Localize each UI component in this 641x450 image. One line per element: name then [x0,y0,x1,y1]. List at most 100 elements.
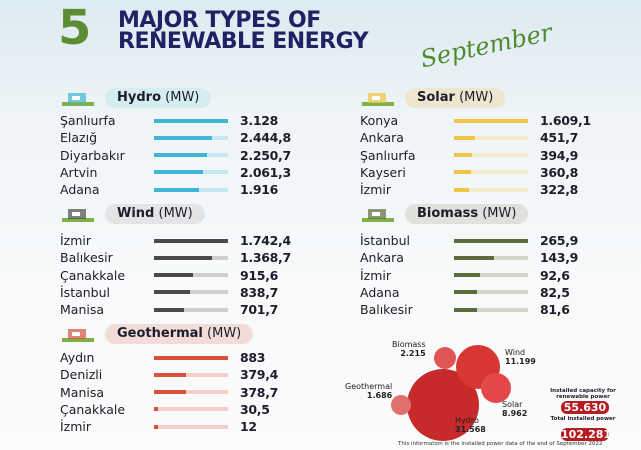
value-label: 143,9 [540,250,579,266]
bar-track [454,290,528,295]
section-unit: (MW) [165,90,200,105]
bar [454,255,495,260]
bar-row: Manisa 701,7 [60,301,278,318]
value-label: 1.609,1 [540,113,591,128]
section-title: Geothermal [117,326,203,341]
bar [454,290,477,295]
category-label: Konya [360,113,399,128]
bubble-geothermal [391,395,411,415]
bubble-value: 2.215 [400,349,426,358]
section-header-solar: Solar (MW) [405,88,506,108]
bar [454,170,471,175]
bar [154,407,158,412]
category-label: Elazığ [60,130,97,146]
bubble-name: Wind [505,348,526,357]
bar-row: Denizli 379,4 [60,366,278,383]
bar-row: İstanbul 265,9 [360,232,578,249]
bar-track [154,407,228,412]
bar-track [154,424,228,429]
value-label: 838,7 [240,284,279,300]
bar-row: Konya 1.609,1 [360,112,591,129]
bar [454,135,475,140]
hydro-plant-icon [60,86,96,108]
value-label: 81,6 [540,302,570,318]
bar-row: Çanakkale 30,5 [60,401,270,418]
value-label: 379,4 [240,367,279,383]
bar [154,290,190,295]
bar-row: İzmir 1.742,4 [60,232,291,249]
footer-note: This information is the installed power … [398,441,603,447]
section-unit: (MW) [207,326,242,341]
category-label: Çanakkale [60,401,126,417]
title-number: 5 [58,0,92,56]
category-label: İzmir [60,419,92,435]
bar [454,307,477,312]
bar [454,273,480,278]
category-label: İstanbul [60,284,111,300]
bubble-name: Biomass [392,340,426,349]
bar-row: İzmir 12 [60,418,257,435]
category-label: Aydın [60,350,95,365]
bar-track [454,255,528,260]
title-line-1: MAJOR TYPES OF [118,8,321,33]
bar-track [454,170,528,175]
bar [454,153,473,158]
section-header-hydro: Hydro (MW) [105,88,212,108]
bubble-label: Wind 11.199 [505,348,536,366]
value-label: 265,9 [540,233,579,248]
bar-track [154,390,228,395]
bar-track [454,118,528,123]
category-label: Ankara [360,250,404,266]
value-label: 2.250,7 [240,147,291,163]
bar-row: Adana 82,5 [360,284,570,301]
bubble-label: Solar 8.962 [502,400,527,418]
category-label: İzmir [360,267,392,283]
value-label: 92,6 [540,267,570,283]
section-title: Biomass [417,206,479,221]
value-label: 1.368,7 [240,250,291,266]
bubble-value: 1.686 [366,391,393,400]
section-header-geothermal: Geothermal (MW) [105,324,254,344]
bar-row: İzmir 92,6 [360,267,570,284]
geothermal-plant-icon [60,322,96,344]
bubble-solar [481,373,511,403]
bar [154,307,184,312]
category-label: İzmir [60,233,92,248]
bar-track [154,273,228,278]
bar-track [154,307,228,312]
month-label: September [418,18,555,74]
bubble-value: 11.199 [505,357,536,366]
value-label: 360,8 [540,164,579,180]
bar-row: Aydın 883 [60,349,266,366]
bar [154,118,228,123]
bar-track [154,187,228,192]
bubble-name: Solar [502,400,523,409]
value-label: 1.916 [240,182,279,198]
value-label: 12 [240,419,257,435]
bar-row: Ankara 143,9 [360,249,578,266]
bar [154,390,186,395]
bubble-name: Geothermal [345,382,393,391]
section-unit: (MW) [158,206,193,221]
total-power-label: Total installed power [550,416,616,422]
bar [154,424,158,429]
bubble-label: Biomass 2.215 [392,340,426,358]
total-power-badge: 102.281 [561,428,612,441]
bubble-label: Geothermal 1.686 [345,382,392,400]
value-label: 451,7 [540,130,579,146]
category-label: Diyarbakır [60,147,125,163]
bar-track [454,307,528,312]
category-label: İzmir [360,182,392,198]
bar-track [154,372,228,377]
value-label: 322,8 [540,182,579,198]
bar-row: Şanlıurfa 394,9 [360,147,578,164]
bubble-value: 31.568 [455,425,486,434]
bar-row: Balıkesir 81,6 [360,301,570,318]
value-label: 3.128 [240,113,279,128]
section-title: Wind [117,206,155,221]
bar [454,118,528,123]
bar-track [154,118,228,123]
value-label: 378,7 [240,384,279,400]
bar-track [454,238,528,243]
bar-row: Şanlıurfa 3.128 [60,112,278,129]
